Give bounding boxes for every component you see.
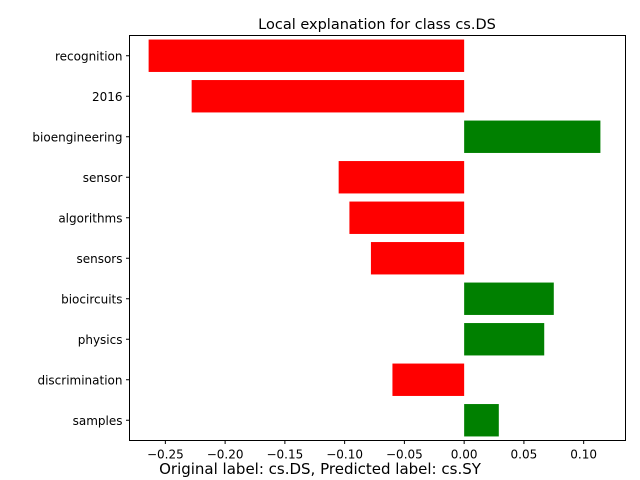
x-tick-label: −0.05 [386, 448, 423, 462]
x-tick-label: 0.10 [570, 448, 597, 462]
bar-bioengineering [464, 120, 601, 153]
bar-2016 [191, 80, 465, 113]
y-tick-label: samples [73, 414, 123, 428]
x-axis: −0.25 −0.20 −0.15 −0.10 −0.05 0.00 0.05 0.10 [147, 440, 597, 462]
bar-discrimination [392, 363, 465, 396]
y-tick-label: sensors [76, 252, 122, 266]
bar-sensor [338, 161, 465, 194]
bar-algorithms [349, 201, 465, 234]
x-tick-label: −0.20 [207, 448, 244, 462]
x-tick-label: −0.10 [326, 448, 363, 462]
y-tick-label: bioengineering [32, 130, 122, 144]
bar-recognition [148, 39, 465, 72]
bar-biocircuits [464, 282, 554, 315]
bar-physics [464, 323, 545, 356]
x-tick-label: −0.15 [266, 448, 303, 462]
x-tick-label: 0.05 [511, 448, 538, 462]
plot-frame [129, 35, 626, 441]
bars-group [148, 39, 601, 437]
y-tick-label: recognition [55, 49, 123, 63]
x-tick-label: −0.25 [147, 448, 184, 462]
y-tick-label: sensor [83, 171, 123, 185]
chart-footer: Original label: cs.DS, Predicted label: … [159, 460, 482, 478]
y-tick-label: discrimination [37, 373, 122, 387]
y-tick-label: physics [78, 333, 123, 347]
x-tick-label: 0.00 [451, 448, 478, 462]
bar-sensors [370, 242, 465, 275]
y-axis: recognition 2016 bioengineering sensor algor… [32, 49, 130, 428]
chart-title: Local explanation for class cs.DS [258, 17, 496, 33]
y-tick-label: 2016 [92, 90, 123, 104]
y-tick-label: algorithms [58, 211, 122, 225]
y-tick-label: biocircuits [61, 292, 122, 306]
bar-samples [464, 404, 499, 437]
